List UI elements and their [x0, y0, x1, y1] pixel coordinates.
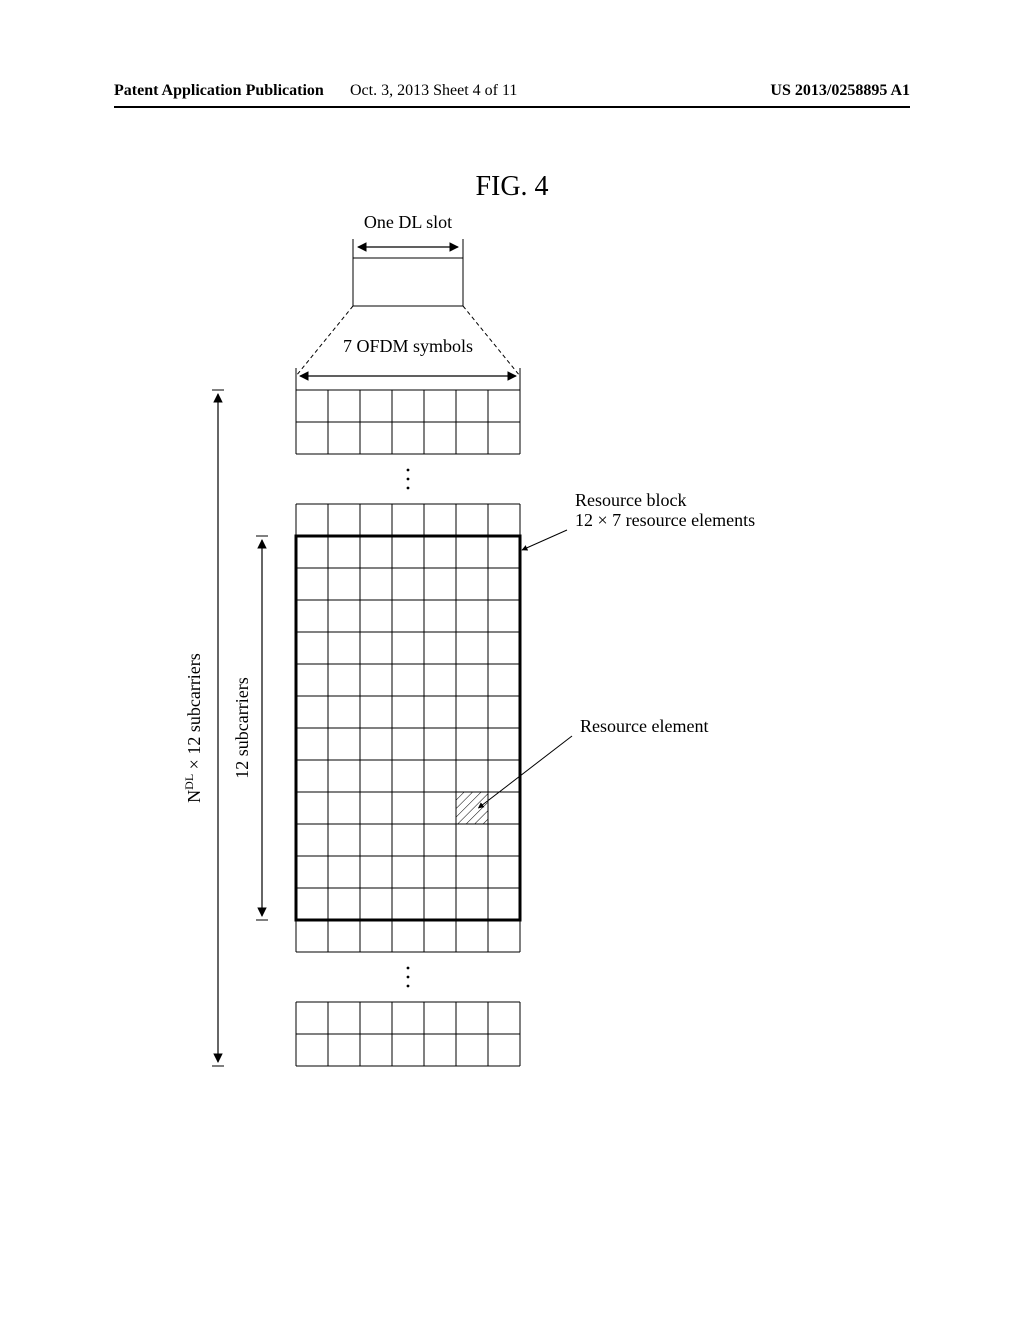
resource-block-leader	[522, 530, 567, 550]
ofdm-label: 7 OFDM symbols	[343, 336, 473, 356]
dl-slot-box	[353, 258, 463, 306]
page: Patent Application Publication Oct. 3, 2…	[0, 0, 1024, 1320]
resource-block-label-1: Resource block	[575, 490, 686, 510]
resource-block-label-2: 12 × 7 resource elements	[575, 510, 755, 530]
figure-title: FIG. 4	[475, 171, 548, 202]
resource-element-cell	[456, 792, 488, 824]
figure-svg: FIG. 4 One DL slot 7 OFDM symbols Resource …	[0, 0, 1024, 1320]
outer-dim-label: NDL × 12 subcarriers	[182, 653, 204, 803]
inner-dim-label: 12 subcarriers	[232, 677, 252, 778]
dl-slot-label: One DL slot	[364, 212, 452, 232]
resource-element-leader	[478, 736, 572, 808]
resource-element-label: Resource element	[580, 716, 708, 736]
